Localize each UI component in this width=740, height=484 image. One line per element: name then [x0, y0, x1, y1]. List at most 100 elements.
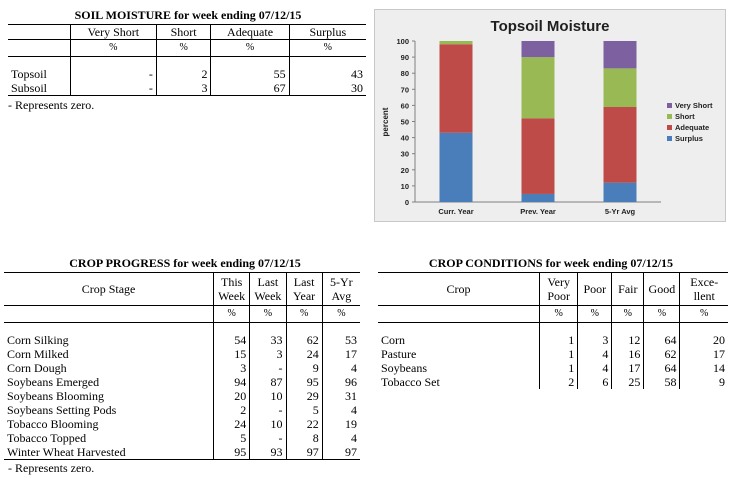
progress-header-last-week: Last Week	[249, 272, 286, 306]
value-cell: 3	[577, 332, 612, 347]
row-label: Topsoil	[11, 66, 47, 81]
value-cell: -	[249, 430, 286, 445]
value-cell: 93	[249, 444, 286, 460]
progress-units-row: % % % %	[4, 305, 360, 323]
progress-header-row: Crop Stage This Week Last Week Last Year 5-…	[4, 272, 360, 306]
value-cell: 62	[643, 346, 680, 361]
value-cell: 14	[679, 360, 728, 375]
value-cell: 29	[285, 388, 323, 403]
conditions-header-crop: Crop	[378, 272, 540, 306]
value-cell: 24	[285, 346, 323, 361]
value-cell: 33	[249, 332, 286, 347]
row-label: Soybeans Setting Pods	[7, 402, 117, 417]
value-cell: 5	[213, 430, 250, 445]
table-row: Topsoil - 2 55 43	[8, 66, 366, 81]
bar-segment	[521, 41, 555, 58]
progress-header-stage: Crop Stage	[4, 272, 214, 306]
row-label: Pasture	[381, 346, 417, 361]
row-label: Soybeans	[381, 360, 427, 375]
y-tick-label: 100	[396, 37, 409, 46]
value-cell: 54	[213, 332, 250, 347]
bar-segment	[603, 107, 637, 183]
bar-segment	[439, 41, 473, 45]
unit-cell: %	[155, 39, 211, 57]
value-cell: 10	[249, 388, 286, 403]
y-axis-label: percent	[381, 107, 390, 136]
crop-conditions-table: Crop Very Poor Poor Fair Good Exce-llent …	[378, 272, 728, 389]
soil-moisture-table: Very Short Short Adequate Surplus % % % …	[8, 24, 366, 96]
table-row: Corn Dough 3-9 4	[4, 360, 360, 375]
legend-swatch	[667, 125, 672, 130]
conditions-units-row: % % % % %	[378, 305, 728, 323]
x-tick-label: Curr. Year	[438, 207, 473, 216]
value-cell: 4	[577, 346, 612, 361]
bar-segment	[439, 132, 473, 202]
table-row: Winter Wheat Harvested 95 93 97 97	[4, 444, 360, 460]
legend-entry: Short	[675, 112, 695, 121]
value-cell: 15	[213, 346, 250, 361]
value-cell: 1	[539, 346, 578, 361]
bar-segment	[603, 182, 637, 202]
row-label: Corn Milked	[7, 346, 69, 361]
table-row: Soybeans Emerged 94 87 95 96	[4, 374, 360, 389]
chart-title: Topsoil Moisture	[491, 18, 610, 35]
y-tick-label: 80	[401, 69, 409, 78]
progress-header-last-year: Last Year	[285, 272, 323, 306]
conditions-header-poor: Poor	[577, 272, 612, 306]
value-cell: 12	[611, 332, 644, 347]
value-cell: 3	[155, 80, 211, 96]
y-tick-label: 60	[401, 101, 409, 110]
row-label: Subsoil	[8, 80, 71, 96]
table-row: Subsoil - 3 67 30	[8, 80, 366, 96]
unit-cell: %	[611, 305, 644, 323]
value-cell: 95	[213, 444, 250, 460]
soil-header-short: Short	[155, 24, 211, 40]
table-row: Soybeans Setting Pods 2-5 4	[4, 402, 360, 417]
row-label: Winter Wheat Harvested	[4, 444, 214, 460]
crop-progress-title: CROP PROGRESS for week ending 07/12/15	[69, 256, 301, 270]
value-cell: 62	[285, 332, 323, 347]
conditions-header-row: Crop Very Poor Poor Fair Good Exce-llent	[378, 272, 728, 306]
value-cell: 31	[321, 388, 360, 403]
table-row: Tobacco Topped 5-8 4	[4, 430, 360, 445]
value-cell: 58	[643, 374, 680, 389]
value-cell: 55	[210, 66, 290, 81]
x-tick-label: Prev. Year	[520, 207, 556, 216]
value-cell: 20	[213, 388, 250, 403]
bar-segment	[439, 44, 473, 133]
unit-cell: %	[213, 305, 250, 323]
soil-moisture-title: SOIL MOISTURE for week ending 07/12/15	[74, 8, 302, 22]
value-cell: 4	[321, 430, 360, 445]
progress-rows: Corn Silking 54 33 62 53 Corn Milked 15 3 24 17 Co…	[4, 332, 360, 460]
conditions-header-fair: Fair	[611, 272, 644, 306]
value-cell: 17	[321, 346, 360, 361]
row-label: Corn Silking	[7, 332, 69, 347]
y-tick-label: 30	[401, 150, 409, 159]
value-cell: 3	[213, 360, 250, 375]
value-cell: 94	[213, 374, 250, 389]
value-cell: 67	[210, 80, 290, 96]
soil-units-row: % % % %	[8, 39, 366, 57]
conditions-rows: Corn 1 3 12 64 20 Pasture 1 4 16 62 17 Soybeans 1 4 17 6…	[378, 332, 728, 389]
row-label: Tobacco Topped	[7, 430, 87, 445]
y-tick-label: 40	[401, 134, 409, 143]
value-cell: 20	[679, 332, 728, 347]
unit-cell: %	[577, 305, 612, 323]
value-cell: 17	[611, 360, 644, 375]
unit-cell: %	[69, 39, 157, 57]
value-cell: 30	[288, 80, 366, 96]
y-tick-label: 90	[401, 53, 409, 62]
soil-header-adequate: Adequate	[210, 24, 290, 40]
unit-cell: %	[539, 305, 578, 323]
y-tick-label: 50	[401, 118, 409, 127]
value-cell: 1	[539, 360, 578, 375]
row-label: Tobacco Set	[381, 374, 440, 389]
soil-zero-note: - Represents zero.	[8, 98, 95, 112]
y-tick-label: 70	[401, 85, 409, 94]
unit-cell: %	[679, 305, 728, 323]
soil-header-surplus: Surplus	[288, 24, 366, 40]
value-cell: 6	[577, 374, 612, 389]
table-row: Pasture 1 4 16 62 17	[378, 346, 728, 361]
value-cell: 5	[285, 402, 323, 417]
value-cell: -	[249, 360, 286, 375]
